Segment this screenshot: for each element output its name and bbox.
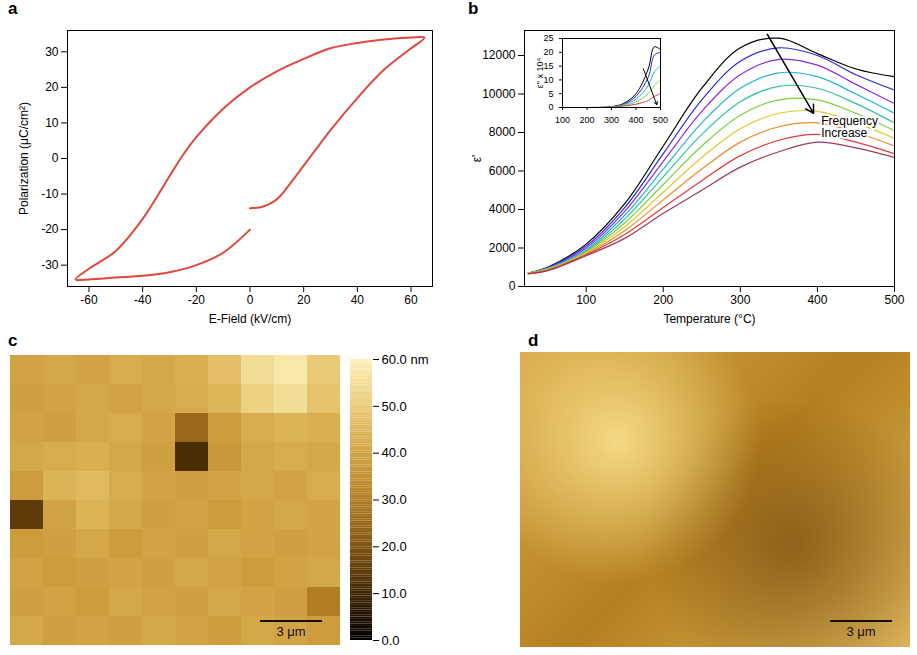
html-text:a: a: [8, 0, 18, 18]
svg-text:12000: 12000: [482, 48, 516, 62]
svg-text:FrequencyIncrease: FrequencyIncrease: [821, 114, 878, 140]
svg-text:8000: 8000: [489, 125, 516, 139]
svg-text:2000: 2000: [489, 241, 516, 255]
svg-text:-20: -20: [41, 222, 59, 236]
svg-text:30: 30: [45, 45, 59, 59]
svg-text:Polarization (μC/cm²): Polarization (μC/cm²): [17, 102, 31, 215]
svg-text:100: 100: [576, 293, 596, 307]
svg-text:0: 0: [52, 151, 59, 165]
html-text:b: b: [468, 0, 479, 18]
svg-text:-10: -10: [41, 187, 59, 201]
svg-text:20.0: 20.0: [382, 539, 407, 554]
svg-text:10000: 10000: [482, 87, 516, 101]
svg-text:100: 100: [555, 115, 570, 124]
svg-text:40.0: 40.0: [382, 445, 407, 460]
svg-text:40: 40: [351, 293, 365, 307]
svg-text:6000: 6000: [489, 164, 516, 178]
svg-text:300: 300: [730, 293, 750, 307]
svg-text:10.0: 10.0: [382, 586, 407, 601]
svg-text:0: 0: [509, 279, 516, 293]
html-text:3 μm: 3 μm: [846, 624, 876, 639]
svg-text:200: 200: [579, 115, 594, 124]
svg-text:20: 20: [45, 80, 59, 94]
svg-text:4000: 4000: [489, 202, 516, 216]
svg-text:5: 5: [548, 89, 553, 99]
html-text:3 μm: 3 μm: [276, 624, 306, 639]
svg-text:15: 15: [543, 61, 553, 71]
svg-text:20: 20: [543, 47, 553, 57]
svg-text:Temperature (°C): Temperature (°C): [663, 312, 755, 326]
svg-text:ε': ε': [470, 155, 484, 163]
svg-text:200: 200: [653, 293, 673, 307]
svg-text:ε'' x 10⁴: ε'' x 10⁴: [535, 57, 545, 88]
svg-text:30.0: 30.0: [382, 492, 407, 507]
svg-text:-30: -30: [41, 258, 59, 272]
svg-text:400: 400: [628, 115, 643, 124]
svg-text:0: 0: [247, 293, 254, 307]
svg-text:500: 500: [653, 115, 668, 124]
svg-text:10: 10: [45, 116, 59, 130]
svg-text:500: 500: [884, 293, 904, 307]
svg-text:60: 60: [404, 293, 418, 307]
html-text:c: c: [8, 331, 18, 350]
svg-text:E-Field (kV/cm): E-Field (kV/cm): [209, 312, 292, 326]
svg-text:60.0 nm: 60.0 nm: [382, 352, 429, 367]
svg-text:-60: -60: [80, 293, 98, 307]
svg-text:300: 300: [604, 115, 619, 124]
svg-text:0: 0: [548, 102, 553, 112]
svg-text:20: 20: [297, 293, 311, 307]
svg-text:10: 10: [543, 75, 553, 85]
html-text:d: d: [528, 331, 539, 350]
svg-text:-20: -20: [188, 293, 206, 307]
svg-text:25: 25: [543, 33, 553, 43]
svg-text:0.0: 0.0: [382, 633, 400, 647]
svg-text:50.0: 50.0: [382, 398, 407, 413]
svg-text:400: 400: [807, 293, 827, 307]
svg-text:-40: -40: [134, 293, 152, 307]
